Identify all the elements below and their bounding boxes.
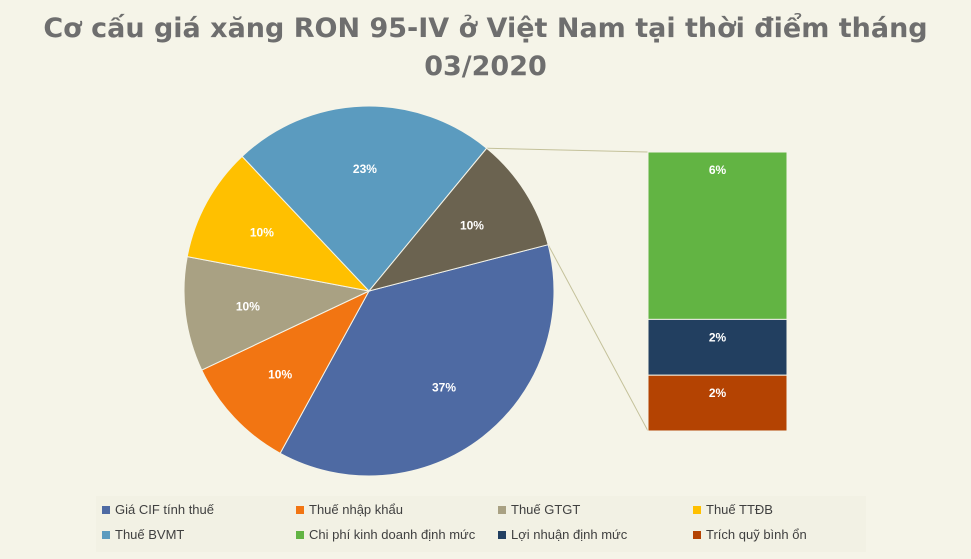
legend-swatch: [498, 530, 506, 539]
bar-label-trich-quy-binh-on: 2%: [709, 386, 727, 400]
pie-slice-other: [367, 147, 549, 292]
legend-item-thue-gtgt: Thuế GTGT: [498, 502, 580, 517]
pie-slice-thue-bvmt: [241, 105, 488, 292]
legend-item-chi-phi-kinh-doanh-dinh-muc: Chi phí kinh doanh định mức: [296, 527, 475, 542]
legend-swatch: [296, 530, 304, 539]
legend-label: Chi phí kinh doanh định mức: [309, 527, 476, 542]
legend-swatch: [498, 505, 506, 514]
pie-label-thue-bvmt: 23%: [353, 162, 377, 176]
legend-label: Thuế GTGT: [511, 502, 581, 517]
legend-item-thue-bvmt: Thuế BVMT: [102, 527, 184, 542]
legend-item-thue-ttdb: Thuế TTĐB: [693, 502, 773, 517]
legend-item-gia-cif-tinh-thue: Giá CIF tính thuế: [102, 502, 214, 517]
bar-label-loi-nhuan-dinh-muc: 2%: [709, 330, 727, 344]
legend-item-loi-nhuan-dinh-muc: Lợi nhuận định mức: [498, 527, 627, 542]
legend-swatch: [102, 530, 110, 539]
pie-slice-gia-cif-tinh-thue: [279, 244, 555, 477]
legend-swatch: [693, 530, 701, 539]
pie-slice-thue-nhap-khau: [201, 289, 371, 454]
legend-label: Thuế nhập khẩu: [309, 502, 403, 517]
legend-label: Giá CIF tính thuế: [115, 502, 214, 517]
legend-label: Lợi nhuận định mức: [511, 527, 628, 542]
legend-swatch: [693, 505, 701, 514]
bar-label-chi-phi-kinh-doanh-dinh-muc: 6%: [709, 163, 727, 177]
legend-label: Thuế TTĐB: [706, 502, 773, 517]
legend-swatch: [102, 505, 110, 514]
pie-label-thue-ttdb: 10%: [250, 225, 274, 239]
legend: Giá CIF tính thuế Thuế nhập khẩu Thuế GTGT…: [96, 496, 866, 552]
bar-segment-chi-phi-kinh-doanh-dinh-muc: [647, 151, 788, 320]
pie-slice-thue-ttdb: [186, 155, 371, 292]
data-labels: 37% 10% 10% 10% 23% 10% 6% 2% 2%: [236, 162, 727, 400]
pie-slice-thue-gtgt: [183, 256, 371, 371]
legend-item-trich-quy-binh-on: Trích quỹ bình ổn: [693, 527, 807, 542]
bar-segment-trich-quy-binh-on: [647, 374, 788, 432]
connector-lines: [486, 147, 649, 432]
chart-title: Cơ cấu giá xăng RON 95-IV ở Việt Nam tại…: [43, 13, 928, 82]
connector-top: [486, 147, 649, 153]
secondary-bar: [647, 151, 788, 432]
connector-bottom: [547, 244, 649, 432]
legend-item-thue-nhap-khau: Thuế nhập khẩu: [296, 502, 403, 517]
pie-slices: [183, 105, 555, 477]
legend-swatch: [296, 505, 304, 514]
pie-label-other: 10%: [460, 218, 484, 232]
bar-segment-loi-nhuan-dinh-muc: [647, 318, 788, 376]
legend-label: Thuế BVMT: [115, 527, 185, 542]
pie-label-gia-cif-tinh-thue: 37%: [432, 380, 456, 394]
pie-label-thue-nhap-khau: 10%: [268, 368, 292, 382]
pie-label-thue-gtgt: 10%: [236, 300, 260, 314]
legend-label: Trích quỹ bình ổn: [706, 527, 807, 542]
